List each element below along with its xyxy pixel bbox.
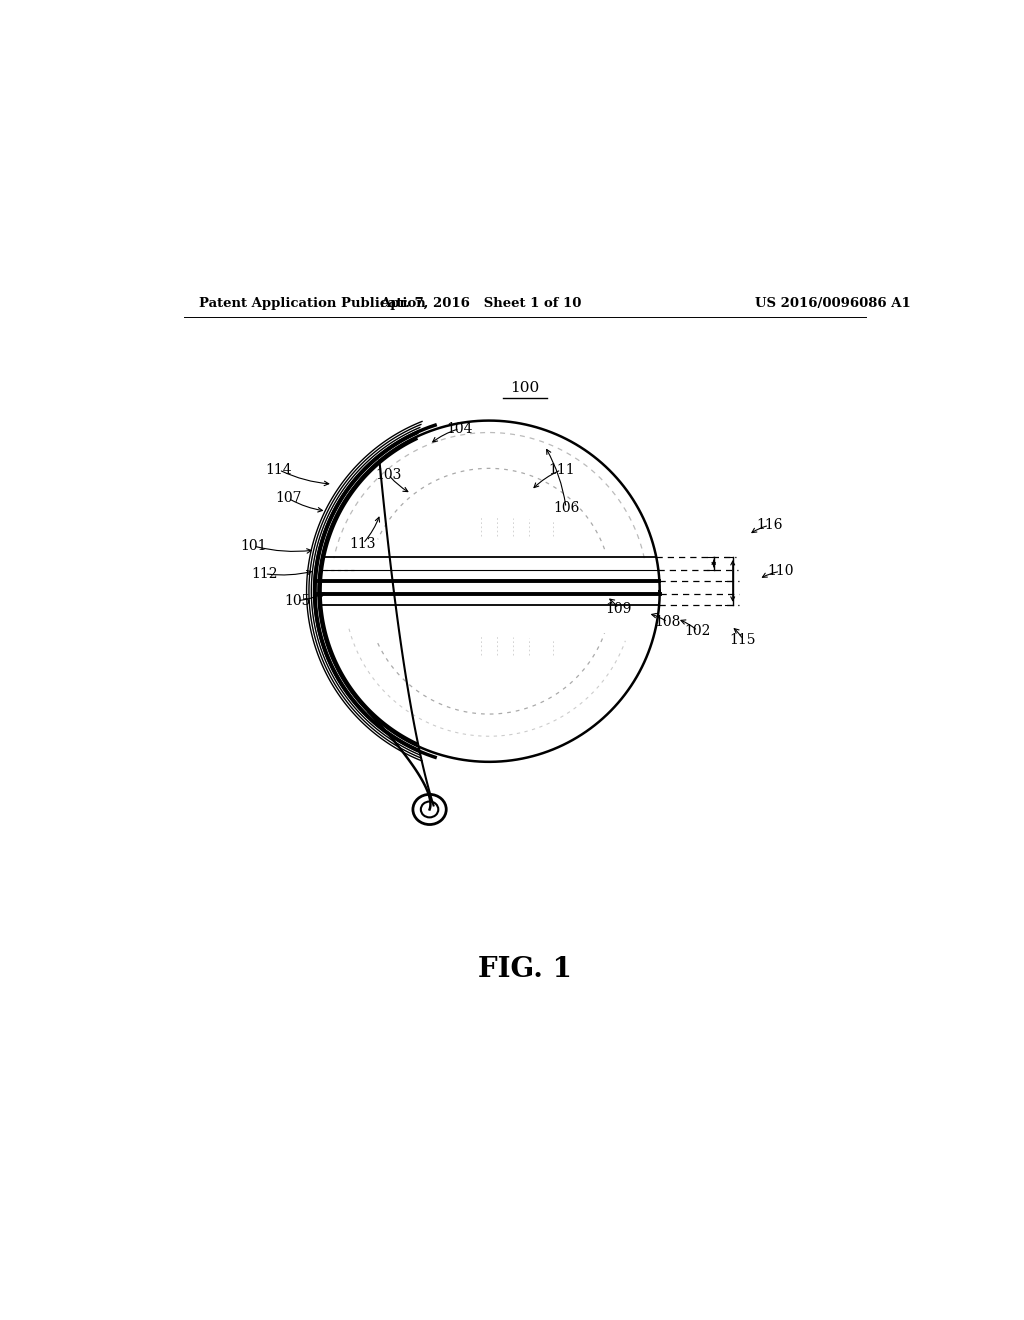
Text: 111: 111 xyxy=(548,463,574,477)
Text: 105: 105 xyxy=(284,594,310,607)
Text: Apr. 7, 2016   Sheet 1 of 10: Apr. 7, 2016 Sheet 1 of 10 xyxy=(381,297,582,310)
Text: FIG. 1: FIG. 1 xyxy=(478,956,571,983)
Text: US 2016/0096086 A1: US 2016/0096086 A1 xyxy=(755,297,910,310)
Text: 109: 109 xyxy=(605,602,632,615)
Text: 100: 100 xyxy=(510,381,540,395)
Text: 102: 102 xyxy=(685,624,711,638)
Text: 101: 101 xyxy=(241,539,266,553)
Text: 103: 103 xyxy=(375,467,401,482)
Text: 114: 114 xyxy=(265,463,292,477)
Text: 108: 108 xyxy=(654,615,681,630)
Text: Patent Application Publication: Patent Application Publication xyxy=(200,297,426,310)
Text: 113: 113 xyxy=(349,537,376,550)
Text: 107: 107 xyxy=(275,491,301,506)
Text: 112: 112 xyxy=(251,566,278,581)
Text: 115: 115 xyxy=(730,632,757,647)
Text: 106: 106 xyxy=(553,500,580,515)
Text: 104: 104 xyxy=(446,421,473,436)
Text: 110: 110 xyxy=(767,565,794,578)
Text: 116: 116 xyxy=(756,519,782,532)
